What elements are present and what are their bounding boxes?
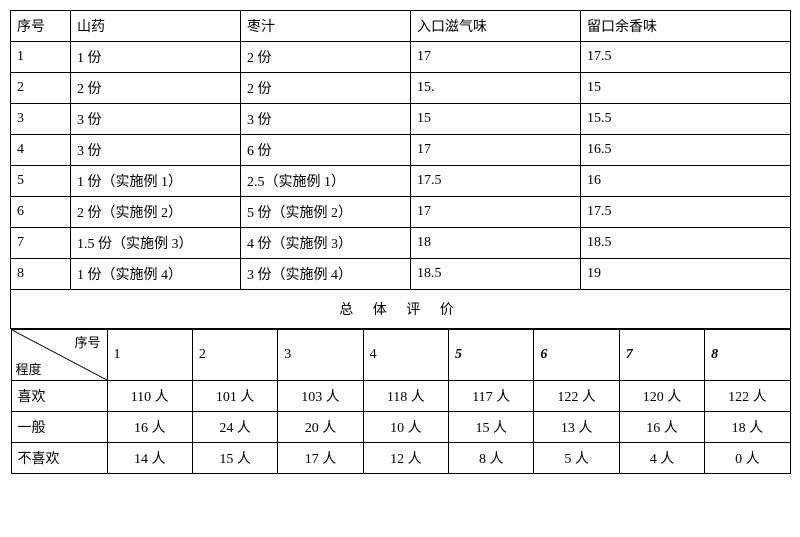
t2-cell: 4 人 [619,443,704,474]
t1-cell: 1.5 份（实施例 3） [71,228,241,259]
t1-cell: 16 [581,166,791,197]
t1-cell: 5 [11,166,71,197]
t1-cell: 4 [11,135,71,166]
t1-cell: 6 份 [241,135,411,166]
t1-cell: 2 份 [71,73,241,104]
table-row: 11 份2 份1717.5 [11,42,791,73]
t2-col-3: 3 [278,330,363,381]
t2-col-4: 4 [363,330,448,381]
t2-cell: 15 人 [449,412,534,443]
t1-cell: 3 份 [241,104,411,135]
t1-cell: 1 [11,42,71,73]
t2-cell: 13 人 [534,412,619,443]
t2-col-6: 6 [534,330,619,381]
eval-table: 序号程度12345678喜欢110 人101 人103 人118 人117 人1… [11,329,791,474]
t2-cell: 16 人 [619,412,704,443]
t1-header-0: 序号 [11,11,71,42]
diag-bot: 程度 [16,359,42,378]
t2-col-1: 1 [107,330,192,381]
t2-row-label: 不喜欢 [11,443,107,474]
t2-cell: 17 人 [278,443,363,474]
table-row: 51 份（实施例 1）2.5（实施例 1）17.516 [11,166,791,197]
t1-cell: 1 份（实施例 4） [71,259,241,290]
t2-col-2: 2 [192,330,277,381]
t1-cell: 17.5 [581,197,791,228]
t1-cell: 17 [411,197,581,228]
t1-cell: 17 [411,135,581,166]
table-row: 喜欢110 人101 人103 人118 人117 人122 人120 人122… [11,381,790,412]
t2-cell: 5 人 [534,443,619,474]
t2-cell: 122 人 [705,381,790,412]
t2-cell: 18 人 [705,412,790,443]
t2-cell: 110 人 [107,381,192,412]
eval-title: 总 体 评 价 [11,290,791,329]
t1-cell: 16.5 [581,135,791,166]
table-row: 不喜欢14 人15 人17 人12 人8 人5 人4 人0 人 [11,443,790,474]
table-row: 33 份3 份1515.5 [11,104,791,135]
t1-cell: 3 份（实施例 4） [241,259,411,290]
t2-cell: 118 人 [363,381,448,412]
t1-cell: 18.5 [581,228,791,259]
t1-cell: 8 [11,259,71,290]
t1-cell: 3 [11,104,71,135]
t1-cell: 3 份 [71,135,241,166]
t1-cell: 2.5（实施例 1） [241,166,411,197]
table-row: 81 份（实施例 4）3 份（实施例 4）18.519 [11,259,791,290]
t1-cell: 15 [581,73,791,104]
t2-cell: 103 人 [278,381,363,412]
table-row: 43 份6 份1716.5 [11,135,791,166]
t1-cell: 15 [411,104,581,135]
t1-header-4: 留口余香味 [581,11,791,42]
t2-cell: 24 人 [192,412,277,443]
t2-cell: 122 人 [534,381,619,412]
t1-cell: 15. [411,73,581,104]
t1-cell: 18.5 [411,259,581,290]
t1-cell: 3 份 [71,104,241,135]
composite-table: 序号山药枣汁入口滋气味留口余香味11 份2 份1717.522 份2 份15.1… [10,10,791,474]
t1-header-1: 山药 [71,11,241,42]
t1-header-2: 枣汁 [241,11,411,42]
t1-cell: 2 份 [241,73,411,104]
t1-cell: 2 [11,73,71,104]
t2-cell: 0 人 [705,443,790,474]
t1-cell: 18 [411,228,581,259]
t1-cell: 4 份（实施例 3） [241,228,411,259]
t1-cell: 15.5 [581,104,791,135]
t1-cell: 2 份 [241,42,411,73]
t2-cell: 15 人 [192,443,277,474]
t1-cell: 7 [11,228,71,259]
t2-cell: 14 人 [107,443,192,474]
table-row: 22 份2 份15.15 [11,73,791,104]
t1-cell: 17.5 [581,42,791,73]
table-row: 71.5 份（实施例 3）4 份（实施例 3）18 18.5 [11,228,791,259]
t2-cell: 101 人 [192,381,277,412]
t1-cell: 1 份（实施例 1） [71,166,241,197]
table-row: 62 份（实施例 2）5 份（实施例 2）1717.5 [11,197,791,228]
diag-top: 序号 [74,332,100,351]
t2-cell: 8 人 [449,443,534,474]
t2-cell: 10 人 [363,412,448,443]
t1-header-3: 入口滋气味 [411,11,581,42]
t1-cell: 1 份 [71,42,241,73]
t2-col-8: 8 [705,330,790,381]
t1-cell: 17 [411,42,581,73]
t2-cell: 20 人 [278,412,363,443]
t1-cell: 6 [11,197,71,228]
t2-col-7: 7 [619,330,704,381]
t2-cell: 120 人 [619,381,704,412]
t2-row-label: 一般 [11,412,107,443]
t1-cell: 17.5 [411,166,581,197]
t1-cell: 2 份（实施例 2） [71,197,241,228]
table-row: 一般16 人24 人20 人10 人15 人13 人16 人18 人 [11,412,790,443]
t2-cell: 12 人 [363,443,448,474]
t1-cell: 5 份（实施例 2） [241,197,411,228]
t2-cell: 16 人 [107,412,192,443]
t2-col-5: 5 [449,330,534,381]
t2-row-label: 喜欢 [11,381,107,412]
t1-cell: 19 [581,259,791,290]
eval-wrapper: 序号程度12345678喜欢110 人101 人103 人118 人117 人1… [11,329,791,475]
t2-cell: 117 人 [449,381,534,412]
diagonal-header: 序号程度 [11,330,107,381]
